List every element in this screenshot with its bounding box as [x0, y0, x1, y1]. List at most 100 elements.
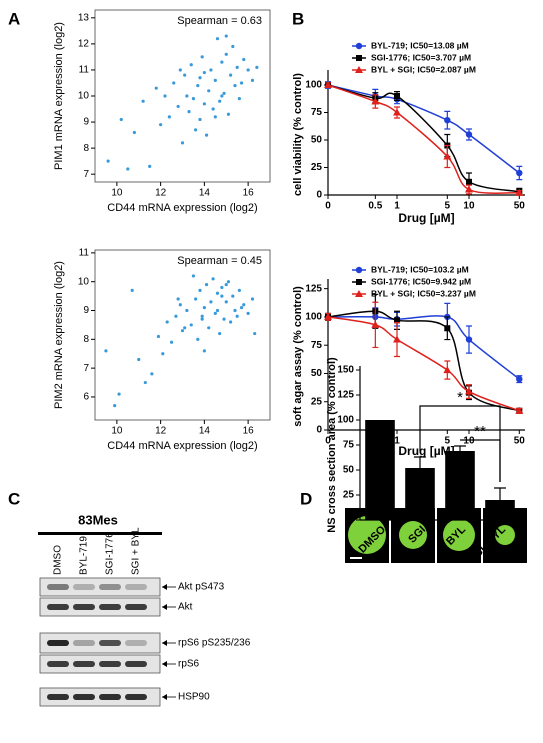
y-axis-label: NS cross section area (% control) [326, 357, 338, 533]
y-tick-label: 13 [78, 12, 90, 23]
blot-underline [38, 532, 162, 535]
y-tick-label: 125 [337, 390, 354, 401]
band-label: HSP90 [178, 692, 210, 703]
y-tick-label: 25 [311, 162, 323, 173]
x-tick-label: 5 [445, 201, 451, 212]
point [117, 392, 121, 396]
sphere [443, 519, 475, 551]
arrow-head [162, 640, 167, 646]
point [226, 280, 231, 284]
marker [516, 375, 523, 383]
point [220, 294, 224, 298]
band [99, 604, 121, 610]
significance-label: * [457, 389, 463, 406]
marker [355, 266, 363, 274]
y-tick-label: 7 [83, 169, 89, 180]
point [189, 63, 193, 67]
marker [324, 312, 332, 320]
significance-label: ** [474, 423, 486, 440]
point [187, 110, 191, 114]
point [215, 308, 220, 313]
point [167, 115, 171, 119]
y-tick-label: 75 [311, 340, 323, 351]
marker [444, 325, 451, 332]
point [202, 102, 206, 106]
x-tick-label: 5 [445, 436, 451, 447]
arrow-head [162, 661, 167, 667]
point [154, 86, 158, 90]
point [200, 317, 204, 321]
y-tick-label: 9 [83, 305, 89, 316]
y-tick-label: 6 [83, 392, 89, 403]
sphere [399, 521, 427, 549]
lane-label: SGI + BYL [131, 527, 142, 575]
point [191, 274, 196, 278]
point [159, 123, 163, 127]
point [106, 159, 110, 163]
point [235, 65, 239, 69]
marker [356, 55, 362, 61]
y-axis-label: PIM1 mRNA expression (log2) [53, 22, 65, 170]
annotation: Spearman = 0.63 [177, 15, 262, 27]
y-tick-label: 8 [83, 143, 89, 154]
point [253, 331, 257, 336]
marker [393, 335, 402, 343]
x-tick-label: 0 [325, 201, 331, 212]
error-bar [494, 487, 506, 500]
band [125, 604, 147, 610]
band [47, 694, 69, 700]
band [99, 640, 121, 646]
point [235, 314, 239, 318]
y-axis-label: PIM2 mRNA expression (log2) [53, 261, 65, 409]
legend-label: SGI-1776; IC50=3.707 µM [371, 52, 471, 62]
band [99, 661, 121, 667]
point [213, 115, 217, 119]
x-tick-label: 12 [155, 188, 167, 199]
point [209, 68, 213, 72]
point [246, 311, 250, 315]
x-tick-label: 50 [514, 201, 526, 212]
point [209, 300, 213, 304]
y-tick-label: 50 [343, 465, 355, 476]
point [242, 303, 246, 307]
marker [515, 406, 524, 414]
arrow-head [162, 604, 167, 610]
sphere [348, 516, 386, 554]
point [194, 128, 198, 132]
point [148, 164, 152, 168]
point [200, 55, 204, 59]
legend-label: BYL-719; IC50=13.08 µM [371, 40, 469, 50]
marker [515, 188, 524, 196]
point [224, 300, 228, 304]
point [233, 308, 237, 313]
point [165, 320, 169, 324]
point [222, 317, 226, 321]
error-bar [454, 445, 466, 451]
x-tick-label: 12 [155, 426, 167, 437]
panel-label: B [292, 9, 304, 28]
y-tick-label: 25 [343, 490, 355, 501]
x-tick-label: 14 [199, 188, 211, 199]
point [231, 44, 235, 49]
x-tick-label: 10 [463, 201, 475, 212]
x-axis-label: Drug [µM] [398, 211, 454, 225]
band [47, 661, 69, 667]
y-tick-label: 12 [78, 39, 90, 50]
point [211, 277, 215, 281]
y-tick-label: 100 [337, 415, 354, 426]
band [125, 640, 147, 646]
point [137, 357, 141, 362]
y-tick-label: 75 [311, 107, 323, 118]
band-label: Akt pS473 [178, 582, 225, 593]
point [169, 340, 174, 344]
point [196, 83, 200, 88]
point [233, 83, 237, 88]
marker [465, 131, 473, 138]
y-tick-label: 0 [316, 425, 322, 436]
point [202, 306, 206, 310]
y-tick-label: 0 [316, 190, 322, 201]
point [222, 91, 226, 95]
y-tick-label: 10 [78, 91, 90, 102]
point [126, 167, 130, 171]
point [161, 352, 165, 356]
